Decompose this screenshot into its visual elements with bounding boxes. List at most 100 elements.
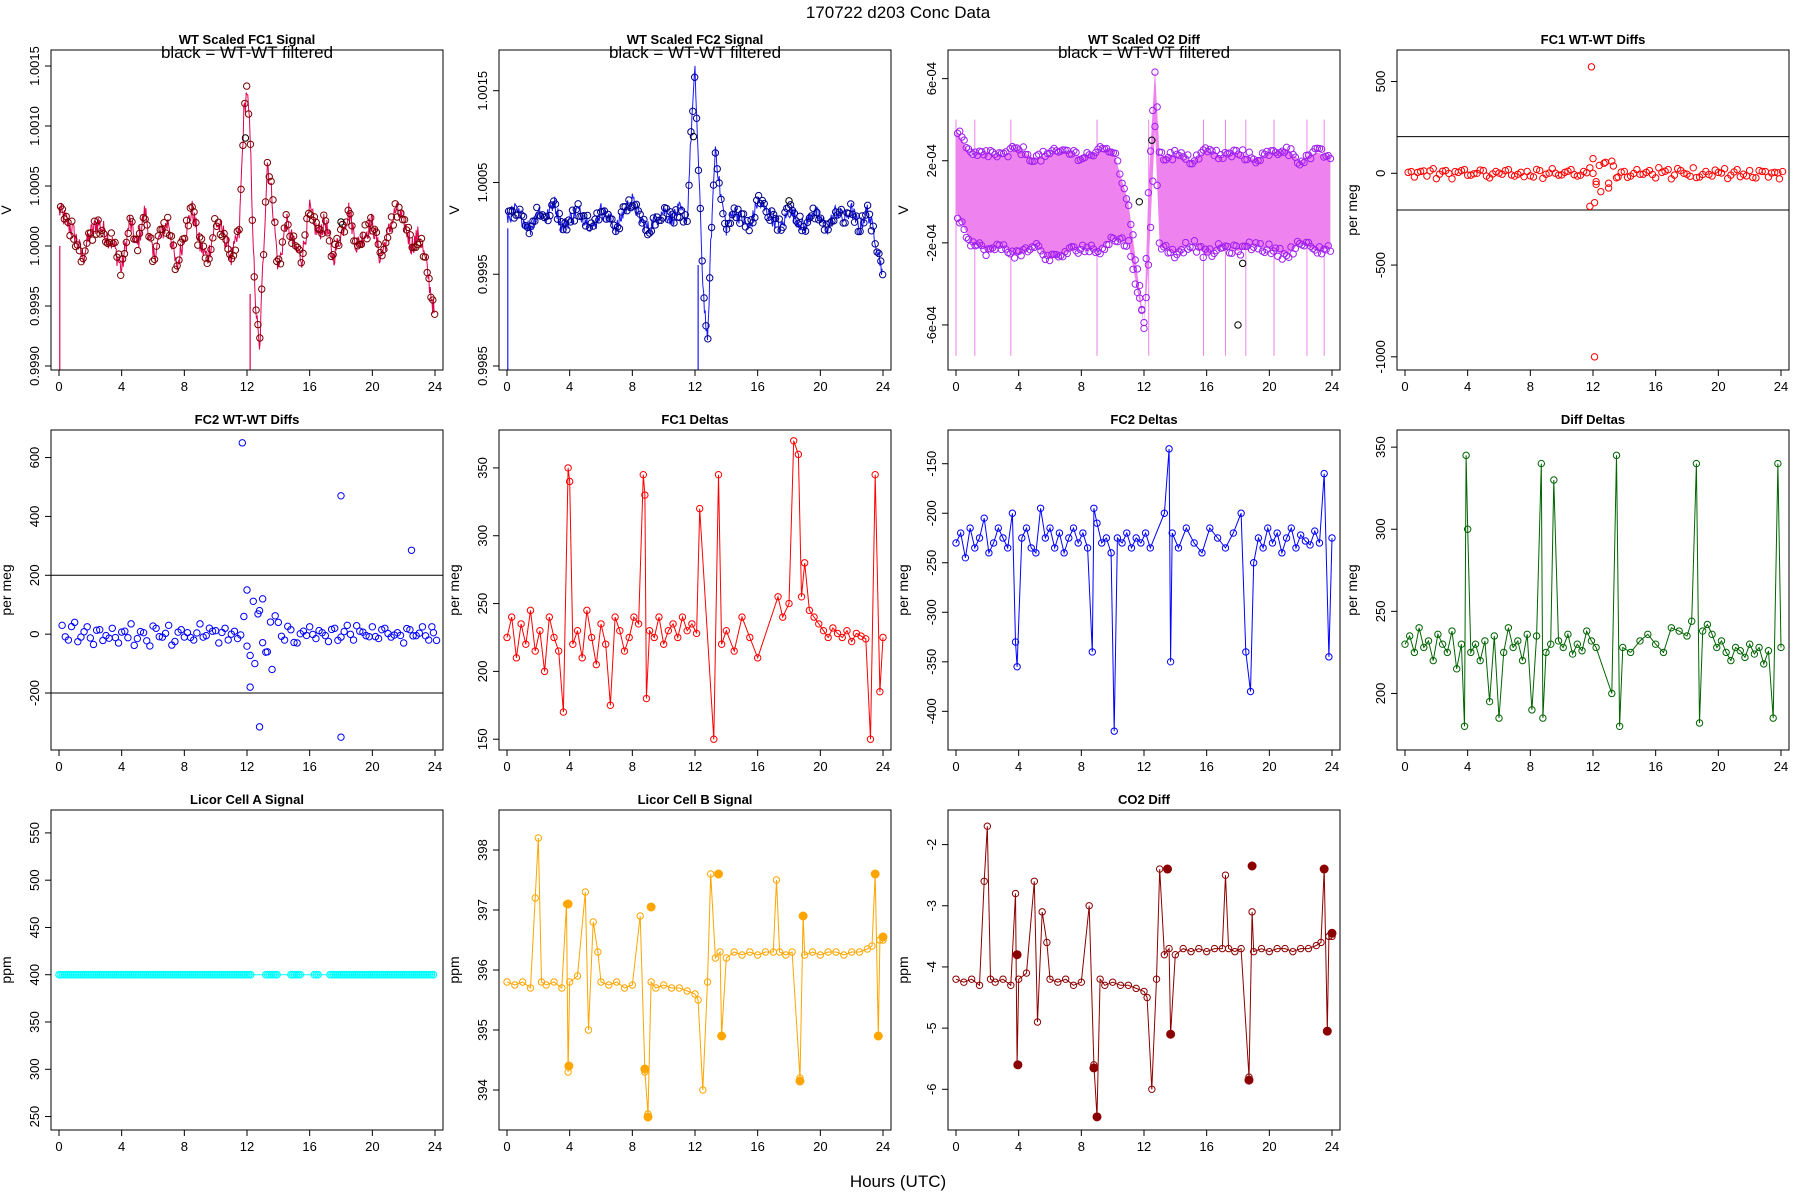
data-point — [722, 954, 731, 962]
panel-title: Diff Deltas — [1561, 412, 1625, 427]
upper-point — [967, 148, 975, 156]
upper-point — [1208, 147, 1216, 155]
data-point — [241, 99, 249, 108]
data-point — [1406, 632, 1414, 640]
data-point — [616, 626, 624, 635]
data-point — [1495, 714, 1503, 722]
data-point — [1132, 534, 1140, 542]
upper-point — [1212, 146, 1221, 155]
data-point — [1116, 981, 1125, 989]
filtered-point — [1234, 321, 1242, 329]
data-point — [1752, 174, 1760, 182]
lower-point — [1214, 240, 1223, 248]
upper-point — [1037, 157, 1045, 165]
data-point — [357, 240, 366, 249]
data-point — [1195, 944, 1203, 953]
data-point — [1722, 648, 1730, 657]
data-point — [1609, 162, 1618, 170]
data-point — [1659, 648, 1668, 657]
data-point — [1249, 947, 1258, 956]
data-point — [517, 620, 525, 628]
x-tick-label: 16 — [302, 1139, 316, 1154]
data-point — [403, 624, 411, 633]
data-point — [1460, 722, 1469, 730]
data-point — [337, 492, 345, 500]
x-tick-label: 24 — [1774, 759, 1788, 774]
data-point — [985, 549, 993, 557]
x-tick-label: 16 — [302, 379, 316, 394]
x-tick-label: 24 — [1774, 379, 1788, 394]
data-point — [1518, 656, 1527, 665]
data-point — [711, 954, 720, 962]
data-point — [254, 320, 262, 329]
data-point — [716, 948, 724, 956]
data-point — [751, 213, 759, 222]
data-point — [565, 978, 574, 986]
data-point — [299, 249, 307, 257]
data-point — [785, 599, 793, 608]
data-point — [1046, 975, 1054, 983]
plot-area — [51, 439, 443, 741]
data-point — [1644, 630, 1652, 639]
data-point — [1054, 978, 1062, 986]
x-tick-label: 0 — [952, 379, 959, 394]
x-tick-label: 0 — [1401, 379, 1408, 394]
data-point — [368, 623, 377, 631]
data-point — [566, 218, 575, 226]
data-point — [1038, 908, 1046, 916]
data-point — [719, 210, 727, 218]
data-point — [333, 234, 341, 243]
data-point — [107, 229, 116, 237]
data-point — [642, 694, 651, 703]
x-tick-label: 20 — [1262, 1139, 1276, 1154]
panel-p6: FC1 Deltas per meg 0 4 8 12 16 20 24 150 200 250 300… — [446, 412, 892, 774]
data-point — [1600, 159, 1608, 167]
upper-point — [1124, 201, 1133, 210]
upper-point — [1184, 151, 1192, 159]
data-point — [1061, 975, 1070, 983]
data-point — [340, 627, 348, 636]
data-point — [118, 255, 127, 263]
outlier-point — [1327, 928, 1337, 938]
data-point — [832, 948, 840, 956]
data-point — [1206, 524, 1214, 532]
data-point — [659, 981, 668, 989]
panel-title: FC1 Deltas — [661, 412, 728, 427]
data-point — [117, 628, 126, 636]
data-point — [271, 218, 279, 226]
data-point — [1623, 173, 1632, 181]
data-point — [1415, 624, 1423, 632]
data-point — [685, 181, 693, 189]
data-point — [1523, 630, 1531, 639]
data-point — [402, 226, 411, 234]
data-point — [738, 613, 746, 621]
upper-point — [1177, 149, 1185, 157]
data-point — [1085, 902, 1093, 910]
data-point — [1764, 647, 1773, 655]
data-point — [1554, 637, 1563, 645]
y-axis-label: per meg — [446, 564, 462, 615]
lower-point — [1124, 237, 1133, 245]
data-point — [1098, 539, 1106, 547]
data-point — [367, 214, 375, 222]
outlier-point — [717, 1031, 727, 1041]
data-point — [794, 219, 802, 228]
upper-point — [1135, 281, 1144, 290]
filtered-point — [337, 218, 345, 226]
data-point — [1083, 544, 1092, 552]
lower-point — [1030, 243, 1039, 252]
plot-area — [56, 82, 439, 370]
data-point — [1758, 167, 1766, 176]
data-point — [1030, 877, 1039, 885]
data-point — [860, 219, 868, 227]
x-tick-label: 20 — [365, 759, 379, 774]
data-point — [714, 470, 723, 479]
data-point — [667, 984, 676, 992]
data-point — [966, 524, 974, 532]
data-point — [362, 631, 370, 640]
upper-point — [1300, 158, 1308, 167]
y-tick-label: -350 — [924, 649, 939, 675]
x-tick-label: 4 — [566, 379, 573, 394]
y-tick-label: -300 — [924, 599, 939, 625]
